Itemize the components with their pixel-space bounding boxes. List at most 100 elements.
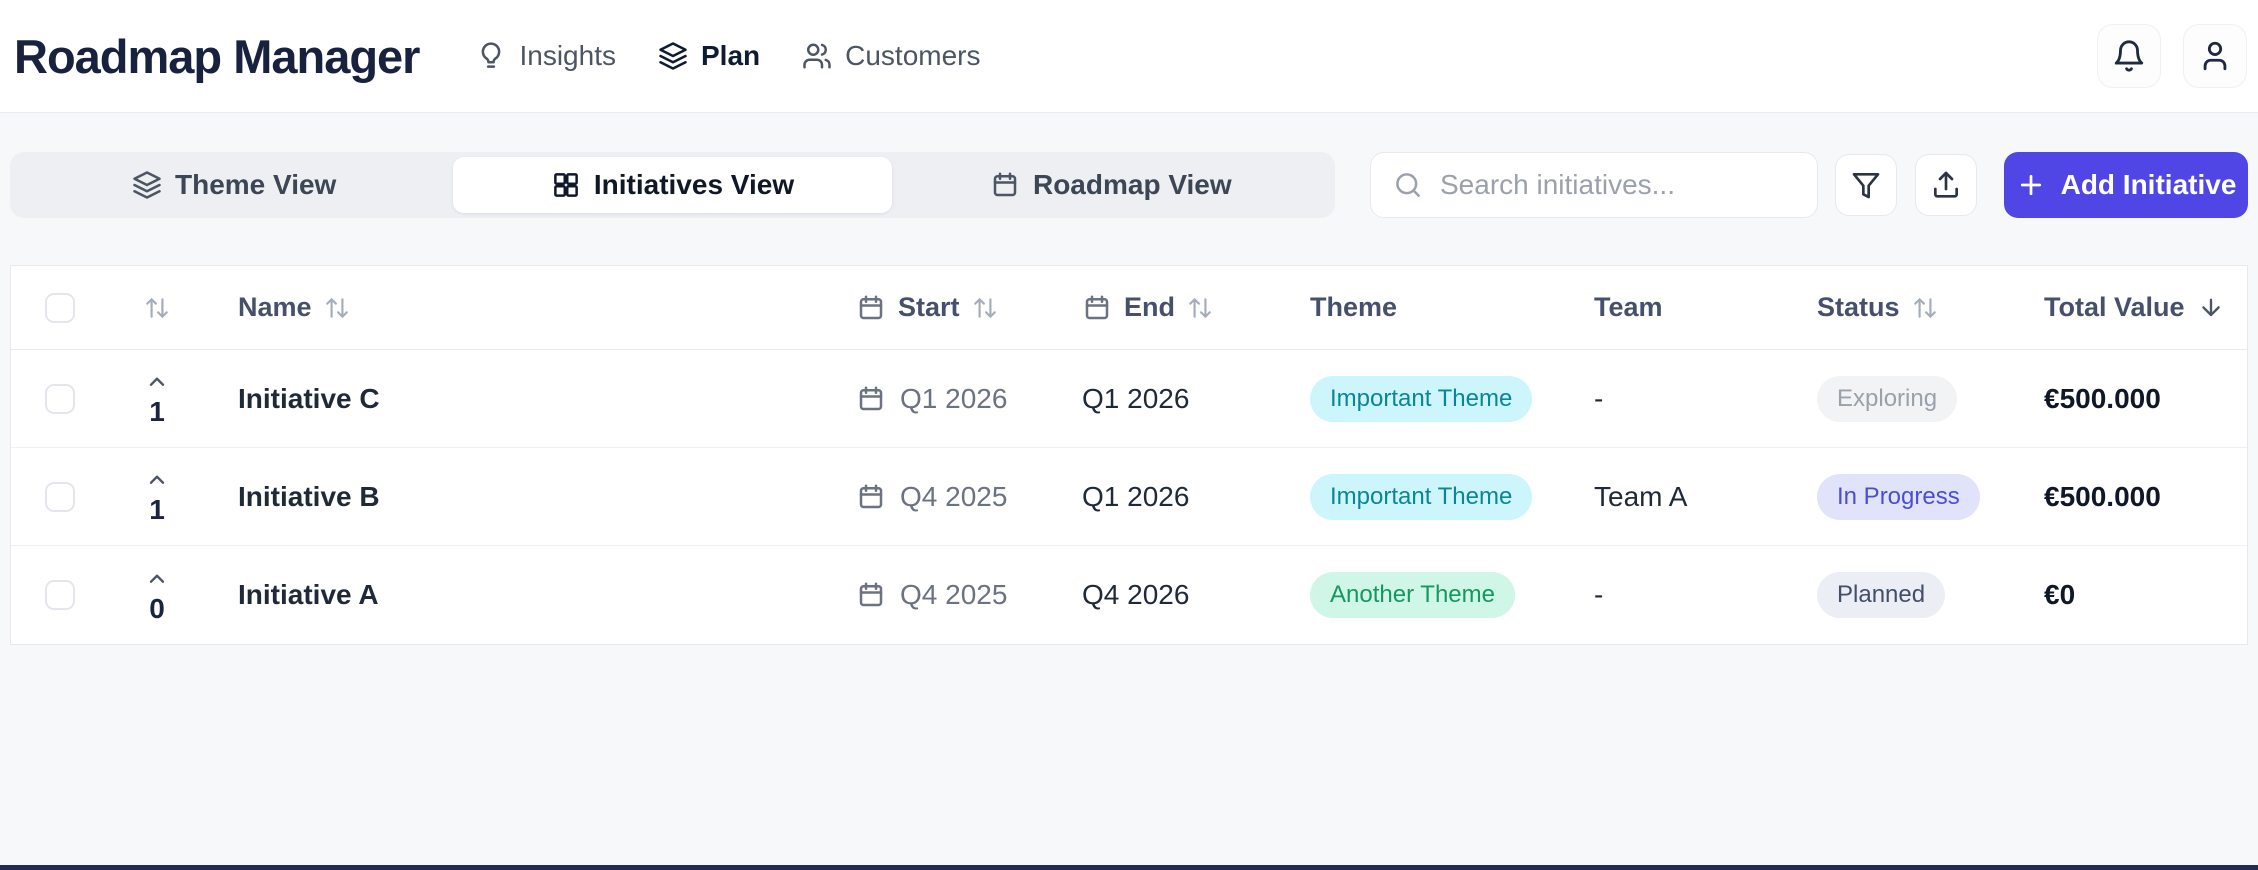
row-theme-cell: Important Theme	[1275, 375, 1559, 422]
total-value: €500.000	[2044, 382, 2161, 414]
row-theme-cell: Another Theme	[1275, 572, 1559, 618]
view-tabs: Theme View Initiatives View Roadmap View	[10, 152, 1335, 218]
initiative-name: Initiative C	[238, 382, 380, 414]
add-initiative-button[interactable]: Add Initiative	[2004, 152, 2248, 218]
initiative-name: Initiative A	[238, 579, 379, 610]
table-row[interactable]: 0 Initiative A Q4 2025 Q4 2026 Another T…	[11, 546, 2247, 644]
bottom-edge-bar	[0, 865, 2258, 870]
team-name: -	[1594, 579, 1604, 610]
table-row[interactable]: 1 Initiative C Q1 2026 Q1 2026 Important…	[11, 350, 2247, 448]
header-cell-name[interactable]: Name	[203, 292, 821, 323]
nav-item-label: Plan	[700, 40, 761, 71]
column-label: Status	[1817, 292, 1900, 322]
vote-count: 0	[149, 592, 165, 624]
layers-icon	[132, 170, 162, 200]
team-name: -	[1594, 382, 1604, 414]
sort-arrows-icon	[1187, 295, 1213, 321]
user-icon	[2198, 39, 2232, 73]
header-cell-theme: Theme	[1275, 292, 1559, 323]
column-label: End	[1124, 292, 1175, 322]
start-quarter: Q4 2025	[900, 480, 1008, 512]
bell-icon	[2112, 39, 2146, 73]
row-theme-cell: Important Theme	[1275, 473, 1559, 520]
row-select-cell	[11, 481, 111, 512]
initiative-name: Initiative B	[238, 480, 380, 512]
theme-badge: Another Theme	[1310, 572, 1515, 618]
page-title: Roadmap Manager	[14, 29, 420, 83]
header-cell-start[interactable]: Start	[821, 292, 1047, 323]
row-value-cell: €0	[2009, 579, 2247, 611]
row-status-cell: Exploring	[1782, 375, 2009, 422]
tab-initiatives-view[interactable]: Initiatives View	[453, 157, 892, 213]
nav-item-customers[interactable]: Customers	[802, 40, 981, 72]
row-checkbox[interactable]	[45, 383, 75, 414]
search-input[interactable]	[1438, 168, 1795, 202]
sort-arrows-icon	[972, 295, 998, 321]
row-team-cell: -	[1559, 383, 1782, 415]
header-cell-select	[11, 292, 111, 323]
nav-item-label: Insights	[519, 40, 616, 71]
theme-badge: Important Theme	[1310, 375, 1533, 422]
calendar-icon	[990, 170, 1020, 200]
tab-roadmap-view[interactable]: Roadmap View	[892, 157, 1330, 213]
chevron-up-icon	[144, 566, 170, 592]
tab-label: Roadmap View	[1032, 169, 1232, 200]
tab-theme-view[interactable]: Theme View	[15, 157, 453, 213]
search-box	[1370, 152, 1818, 218]
row-checkbox[interactable]	[45, 481, 75, 512]
end-quarter: Q1 2026	[1082, 382, 1190, 414]
sort-arrows-icon	[324, 295, 350, 321]
export-button[interactable]	[1915, 154, 1977, 216]
calendar-icon	[856, 482, 886, 512]
status-badge: Exploring	[1817, 375, 1958, 422]
select-all-checkbox[interactable]	[45, 292, 75, 323]
toolbar: Theme View Initiatives View Roadmap View	[10, 152, 2248, 218]
tab-label: Initiatives View	[593, 169, 795, 200]
header-cell-end[interactable]: End	[1047, 292, 1275, 323]
table-header-row: Name Start End	[11, 266, 2247, 350]
upvote-control[interactable]: 1	[144, 467, 170, 526]
add-initiative-label: Add Initiative	[2060, 169, 2237, 200]
sort-arrows-icon	[1912, 295, 1938, 321]
chevron-up-icon	[144, 467, 170, 493]
row-end-cell: Q1 2026	[1047, 481, 1275, 513]
column-label: Total Value	[2044, 292, 2185, 322]
lightbulb-icon	[476, 41, 506, 71]
initiatives-table: Name Start End	[10, 265, 2248, 645]
row-team-cell: -	[1559, 579, 1782, 611]
grid-icon	[551, 170, 581, 200]
table-body: 1 Initiative C Q1 2026 Q1 2026 Important…	[11, 350, 2247, 644]
header-cell-status[interactable]: Status	[1782, 292, 2009, 323]
account-button[interactable]	[2183, 24, 2247, 88]
calendar-icon	[856, 384, 886, 414]
row-start-cell: Q1 2026	[821, 383, 1047, 415]
column-label: Theme	[1310, 292, 1398, 322]
upvote-control[interactable]: 1	[144, 369, 170, 428]
vote-count: 1	[149, 396, 165, 427]
table-row[interactable]: 1 Initiative B Q4 2025 Q1 2026 Important…	[11, 448, 2247, 546]
vote-count: 1	[149, 494, 165, 525]
start-quarter: Q4 2025	[900, 579, 1008, 610]
row-value-cell: €500.000	[2009, 481, 2247, 513]
row-checkbox[interactable]	[45, 580, 75, 610]
nav-item-plan[interactable]: Plan	[658, 40, 760, 72]
upvote-control[interactable]: 0	[144, 566, 170, 625]
notifications-button[interactable]	[2097, 24, 2161, 88]
sort-arrows-icon	[144, 295, 170, 321]
row-name-cell: Initiative B	[203, 481, 821, 513]
search-icon	[1393, 170, 1423, 200]
header-cell-votes[interactable]	[111, 295, 203, 321]
users-icon	[802, 41, 832, 71]
app-header: Roadmap Manager Insights Plan Customers	[0, 0, 2258, 113]
row-votes-cell: 1	[111, 369, 203, 428]
column-label: Name	[238, 292, 312, 322]
row-status-cell: In Progress	[1782, 473, 2009, 520]
nav-item-insights[interactable]: Insights	[476, 40, 616, 72]
row-name-cell: Initiative C	[203, 383, 821, 415]
filter-button[interactable]	[1835, 154, 1897, 216]
header-cell-total-value[interactable]: Total Value	[2009, 292, 2247, 323]
row-name-cell: Initiative A	[203, 579, 821, 611]
row-select-cell	[11, 580, 111, 610]
row-start-cell: Q4 2025	[821, 481, 1047, 513]
total-value: €500.000	[2044, 480, 2161, 512]
